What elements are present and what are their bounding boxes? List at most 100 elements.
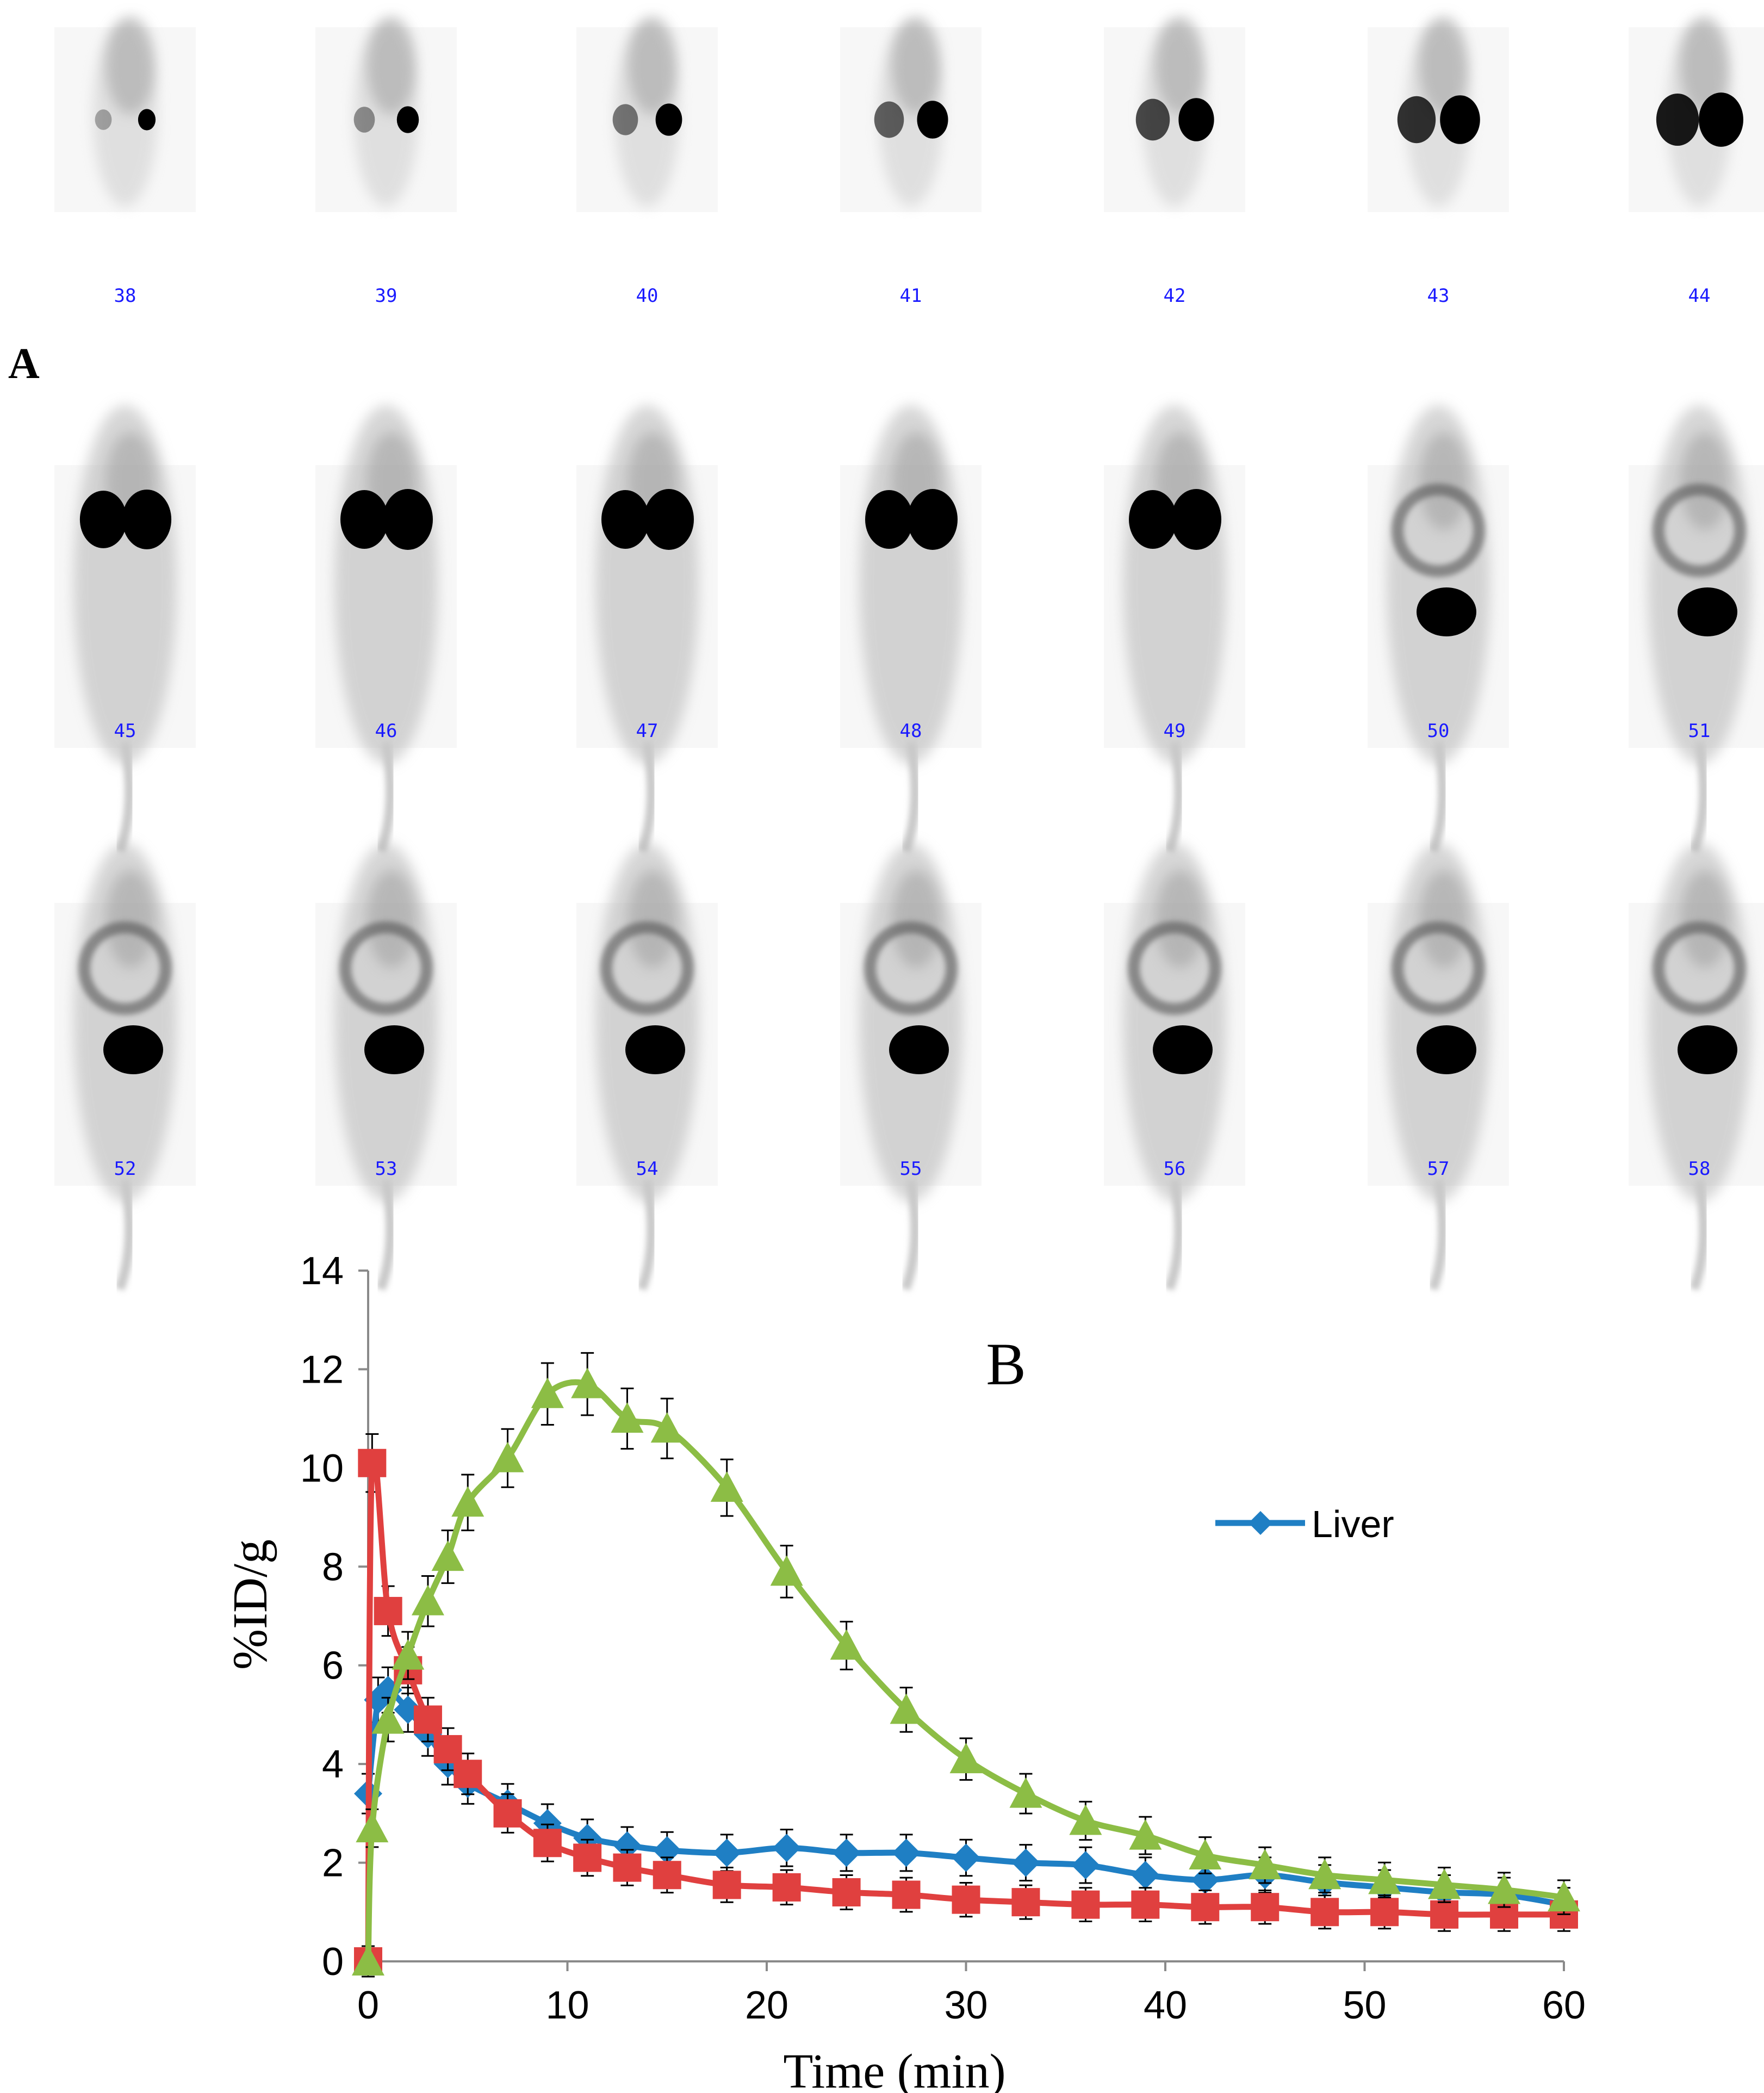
data-point-triangle [890,1693,923,1724]
kidney-right-blob [908,489,958,550]
tail-silhouette [1164,1179,1184,1291]
data-point-square [712,1871,741,1899]
data-point-triangle [1548,1881,1580,1912]
chart-legend: Liver [1215,1503,1394,1545]
head-silhouette [106,16,155,114]
data-point-square [952,1885,980,1914]
data-point-triangle [451,1486,485,1517]
tail-silhouette [1689,741,1709,853]
pet-frame: 58 [1629,843,1764,1291]
pet-frame: 50 [1368,405,1509,853]
kidney-right-blob [1699,92,1743,147]
data-point-triangle [571,1367,604,1398]
data-point-triangle [356,1812,389,1843]
kidney-left-blob [874,101,904,138]
series-triangle [352,1352,1580,1978]
pet-frame: 44 [1629,16,1764,307]
tail-silhouette [115,741,134,853]
kidney-right-blob [655,103,682,136]
y-tick-label: 10 [300,1447,344,1490]
gut-ring [1392,484,1485,577]
data-point-triangle [411,1584,444,1615]
pet-frame: 52 [54,843,196,1291]
data-point-triangle [1308,1859,1341,1890]
chart-series [352,1352,1580,1978]
kidney-left-blob [1129,490,1177,549]
bladder-blob [364,1025,424,1074]
head-silhouette [1680,16,1729,114]
data-point-square [533,1829,562,1857]
pet-frame: 41 [840,16,982,307]
data-point-triangle [710,1471,743,1502]
bladder-blob [1153,1025,1213,1074]
x-tick-label: 60 [1542,1984,1586,2027]
gut-ring [1128,921,1221,1015]
y-tick-label: 6 [322,1644,344,1688]
kidney-left-blob [1656,93,1699,146]
tail-silhouette [376,1179,395,1291]
tail-silhouette [637,741,656,853]
kidney-left-blob [1397,96,1436,144]
head-silhouette [1419,432,1468,530]
data-point-square [613,1853,642,1882]
frame-number: 47 [636,720,659,742]
data-point-square [1370,1898,1399,1927]
pet-frame: 46 [315,405,457,853]
x-tick-label: 10 [545,1984,589,2027]
tail-silhouette [1428,1179,1448,1291]
data-point-triangle [1069,1804,1102,1835]
pet-frame: 55 [840,843,982,1291]
frame-number: 54 [636,1158,659,1180]
data-point-triangle [1189,1838,1222,1869]
head-silhouette [628,870,677,968]
frame-number: 38 [114,285,136,307]
data-point-square [1011,1888,1040,1917]
data-point-triangle [431,1540,464,1571]
frame-number: 45 [114,720,136,742]
frame-number: 48 [900,720,922,742]
gut-ring [1653,484,1746,577]
data-point-liver [952,1843,980,1872]
head-silhouette [1419,870,1468,968]
frame-number: 55 [900,1158,922,1180]
data-point-triangle [392,1639,425,1670]
legend-marker-liver [1249,1511,1272,1535]
gut-ring [600,921,694,1015]
panel-b-chart: 0 10 20 30 40 50 60 0 2 4 6 8 10 12 14 B Time (min) %… [223,1249,1586,2093]
gut-ring [339,921,433,1015]
kidney-right-blob [644,489,694,550]
frame-number: 44 [1688,285,1711,307]
pet-frame: 45 [54,405,196,853]
data-point-triangle [949,1743,983,1774]
data-point-triangle [830,1629,863,1660]
x-tick-label: 20 [745,1984,788,2027]
x-tick-label: 40 [1144,1984,1187,2027]
data-point-square [1071,1890,1100,1919]
data-point-square [1191,1893,1220,1922]
frame-number: 56 [1164,1158,1186,1180]
data-point-square [413,1705,442,1734]
data-point-liver [1131,1861,1160,1890]
bladder-blob [1417,1025,1476,1074]
tail-silhouette [900,741,920,853]
data-point-triangle [650,1412,684,1443]
data-point-liver [653,1836,681,1865]
data-point-liver [772,1834,801,1862]
pet-frame: 48 [840,405,982,853]
head-silhouette [628,16,677,114]
frame-number: 58 [1688,1158,1711,1180]
y-axis-label: %ID/g [223,1539,277,1670]
frame-number: 42 [1164,285,1186,307]
kidney-right-blob [917,101,948,139]
y-tick-label: 8 [322,1545,344,1589]
head-silhouette [1156,870,1204,968]
data-point-liver [613,1831,642,1860]
bladder-blob [103,1025,163,1074]
panel-a-label: A [8,340,40,388]
bladder-blob [1417,587,1476,636]
frame-number: 49 [1164,720,1186,742]
gut-ring [1392,921,1485,1015]
gut-ring [78,921,172,1015]
kidney-left-blob [601,490,649,549]
kidney-right-blob [383,489,433,550]
